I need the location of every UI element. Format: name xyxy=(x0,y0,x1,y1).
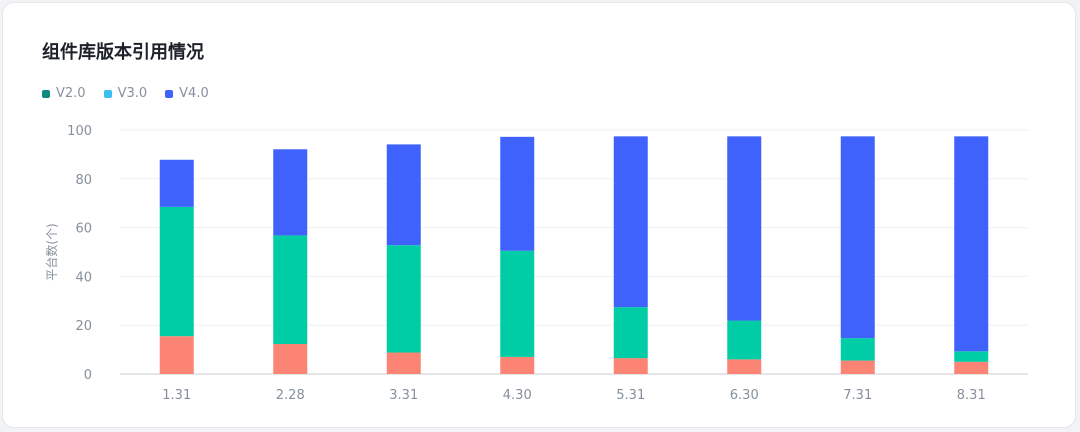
legend-label-v3: V3.0 xyxy=(117,86,148,101)
legend-swatch-v2 xyxy=(42,89,50,98)
bar-segment xyxy=(954,351,989,362)
y-tick-label: 0 xyxy=(84,368,92,383)
legend-swatch-v3 xyxy=(103,89,112,98)
y-tick-label: 100 xyxy=(67,124,92,139)
x-tick-label: 8.31 xyxy=(957,388,986,403)
bar-segment xyxy=(500,250,535,357)
y-tick-label: 60 xyxy=(75,222,92,237)
x-tick-label: 5.31 xyxy=(616,388,645,403)
legend-item-v3[interactable]: V3.0 xyxy=(103,86,148,101)
bar-segment xyxy=(727,359,762,374)
bar-segment xyxy=(386,352,421,374)
bar-segment xyxy=(954,136,989,352)
legend-label-v2: V2.0 xyxy=(56,86,86,101)
x-tick-label: 7.31 xyxy=(843,388,872,403)
bar-segment xyxy=(613,307,648,359)
legend-swatch-v4 xyxy=(165,89,174,98)
legend-item-v2[interactable]: V2.0 xyxy=(42,86,86,101)
chart-legend: V2.0 V3.0 V4.0 xyxy=(42,86,209,101)
bar-segment xyxy=(159,206,194,337)
y-axis-label: 平台数(个) xyxy=(44,223,59,280)
bar-segment xyxy=(273,149,308,236)
x-tick-label: 6.30 xyxy=(730,388,759,403)
legend-item-v4[interactable]: V4.0 xyxy=(165,86,209,101)
bar-segment xyxy=(273,343,308,374)
bar-segment xyxy=(500,356,535,374)
bar-segment xyxy=(159,159,194,207)
x-tick-label: 4.30 xyxy=(503,388,532,403)
chart-title: 组件库版本引用情况 xyxy=(42,42,204,63)
bar-segment xyxy=(613,358,648,374)
bar-segment xyxy=(954,361,989,374)
bar-segment xyxy=(613,136,648,308)
bar-segment xyxy=(840,360,875,374)
bar-segment xyxy=(727,136,762,321)
y-tick-label: 20 xyxy=(75,319,92,334)
bar-segment xyxy=(500,136,535,251)
x-tick-label: 1.31 xyxy=(162,388,191,403)
bar-segment xyxy=(273,235,308,344)
x-tick-label: 3.31 xyxy=(389,388,418,403)
y-tick-label: 80 xyxy=(75,173,92,188)
x-tick-label: 2.28 xyxy=(276,388,305,403)
bar-segment xyxy=(386,144,421,246)
bar-segment xyxy=(840,136,875,339)
bar-segment xyxy=(840,338,875,361)
bar-segment xyxy=(159,336,194,374)
bar-segment xyxy=(727,320,762,360)
y-tick-label: 40 xyxy=(75,270,92,285)
legend-label-v4: V4.0 xyxy=(179,86,209,101)
bar-segment xyxy=(386,245,421,353)
